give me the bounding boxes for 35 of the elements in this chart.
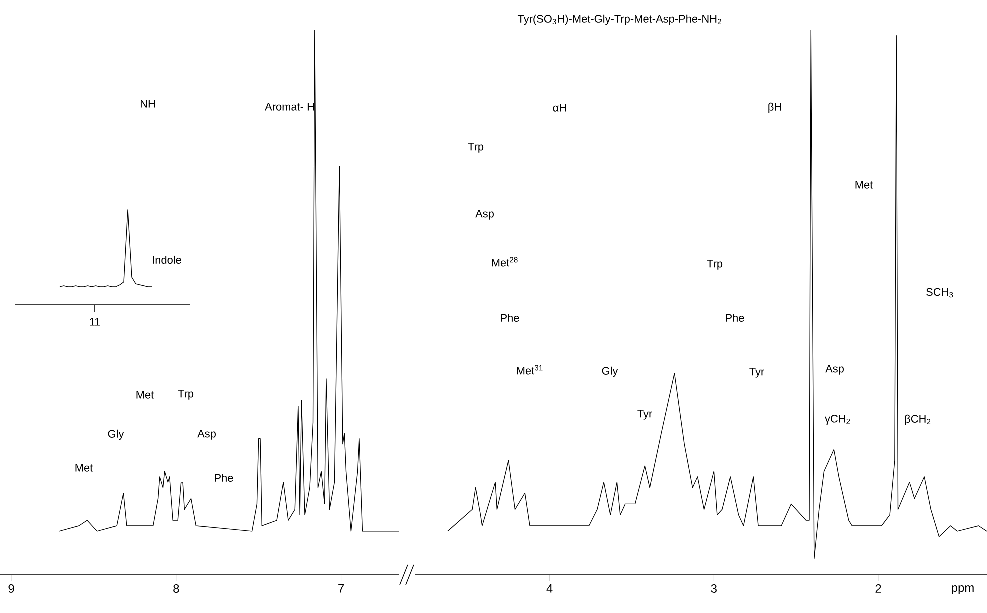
- annotation: Indole: [153, 256, 182, 264]
- x-tick-label: 3: [711, 584, 717, 593]
- annotation: βH: [768, 102, 782, 114]
- annotation: γCH$_{2}$: [825, 415, 850, 425]
- annotation: Met$^{31}$: [517, 365, 543, 375]
- annotation: Trp: [468, 143, 484, 153]
- x-tick-label: 8: [174, 584, 180, 593]
- annotation: Gly: [108, 430, 124, 440]
- annotation: Met$^{28}$: [492, 257, 518, 267]
- x-tick-label: 2: [876, 584, 882, 593]
- annotation: Asp: [198, 430, 216, 440]
- annotation: αH: [553, 104, 566, 112]
- annotation: SCH$_{3}$: [926, 288, 954, 298]
- annotation: Trp: [707, 260, 723, 270]
- annotation: Met: [76, 464, 94, 472]
- annotation: βCH$_{2}$: [905, 414, 931, 426]
- x-axis-title: ppm: [952, 586, 974, 594]
- annotation: Asp: [826, 365, 844, 375]
- annotation: Trp: [178, 390, 194, 400]
- x-tick-label: 9: [8, 584, 14, 593]
- annotation: Tyr: [750, 368, 764, 378]
- annotation: Met: [136, 391, 154, 399]
- annotation: Met: [856, 181, 874, 189]
- annotation: Phe: [726, 314, 744, 322]
- annotation: 11: [90, 318, 100, 326]
- annotation: Phe: [215, 474, 234, 482]
- chart-title: Tyr(SO$_{3}$H)-Met-Gly-Trp-Met-Asp-Phe-NH$_{2}$: [518, 14, 722, 26]
- x-tick-label: 4: [546, 584, 553, 593]
- annotation: Aromat- H: [265, 103, 314, 111]
- x-tick-label: 7: [338, 584, 344, 593]
- annotation: Tyr: [638, 410, 652, 420]
- annotation: Gly: [602, 366, 618, 378]
- annotation: NH: [140, 100, 156, 108]
- annotation: Phe: [501, 314, 520, 322]
- annotation: Asp: [476, 210, 494, 220]
